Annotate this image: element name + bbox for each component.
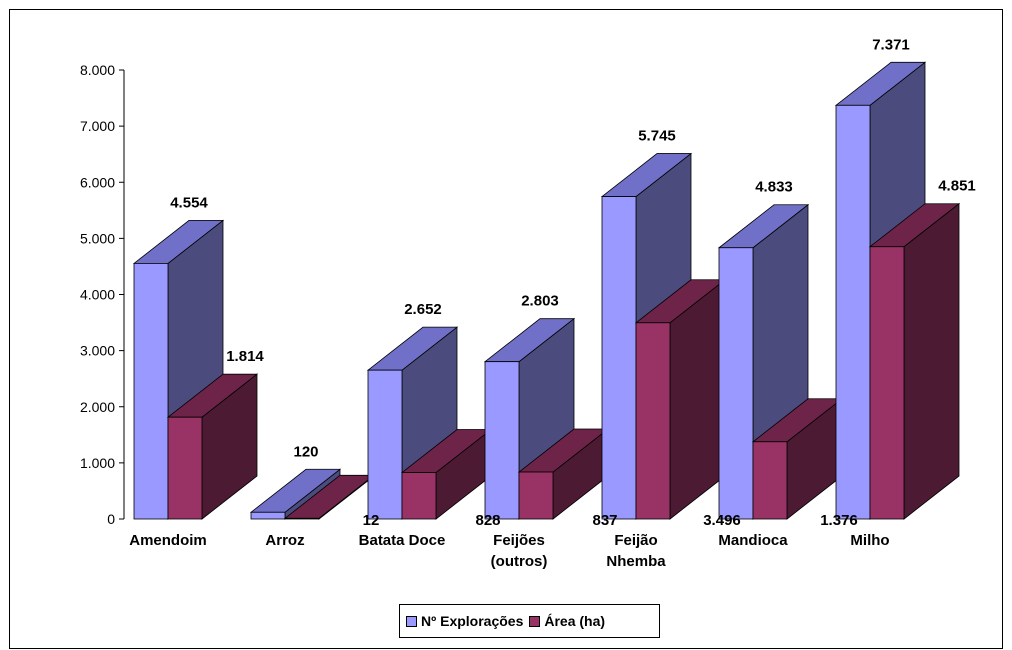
bar-area-6 [868,202,961,520]
bar-area-0-front [167,416,203,520]
bar-area-6-front [869,246,905,520]
legend: Nº Explorações Área (ha) [399,604,660,638]
bar-explorations-6-front [835,104,871,520]
bar-area-6-side [903,202,960,520]
x-tick-label: Feijão Nhemba [606,532,666,570]
data-label-area: 3.496 [703,512,741,529]
legend-label-area: Área (ha) [544,613,606,629]
legend-item-explorations: Nº Explorações [406,613,523,629]
bar-area-0 [166,373,259,520]
bar-explorations-0-front [133,263,169,520]
x-tick-label: Milho [850,532,889,549]
bar-area-1-front [284,517,320,520]
y-tick-label: 5.000 [80,230,115,246]
bar-explorations-2-front [367,369,403,520]
bar-explorations-4-front [601,196,637,520]
legend-item-area: Área (ha) [529,613,605,629]
bar-area-2-front [401,472,437,520]
data-label-area: 12 [363,512,380,529]
data-label-area: 1.376 [820,512,858,529]
legend-label-explorations: Nº Explorações [421,613,524,629]
x-tick-label: Arroz [265,532,304,549]
x-tick-label: Amendoim [129,532,207,549]
bar-area-5 [751,397,844,520]
data-label-explorations: 120 [293,443,318,460]
y-tick-label: 6.000 [80,174,115,190]
data-labels: 4.554 1.814 120 12 2.652 828 2.803 837 5.745 3.49… [170,36,976,529]
bar-area-3 [517,428,610,520]
data-label-area: 837 [592,512,617,529]
data-label-explorations: 4.833 [755,179,793,196]
y-tick-label: 7.000 [80,118,115,134]
bar-explorations-3-front [484,361,520,520]
bar-area-4 [634,278,727,520]
data-label-explorations: 4.554 [170,194,208,211]
x-axis-labels: Amendoim Arroz Batata Doce Feijões (outros) F… [129,532,889,570]
data-label-explorations: 5.745 [638,128,676,145]
data-label-explorations: 7.371 [872,36,910,53]
y-tick-label: 3.000 [80,343,115,359]
x-tick-label: Batata Doce [359,532,446,549]
x-tick-label: Mandioca [718,532,788,549]
data-label-explorations: 2.803 [521,293,559,310]
y-tick-label: 1.000 [80,455,115,471]
bar-area-2 [400,428,493,520]
bar-area-5-front [752,441,788,520]
y-tick-label: 8.000 [80,62,115,78]
y-tick-label: 2.000 [80,399,115,415]
bars [132,61,961,520]
data-label-area: 1.814 [226,348,264,365]
bar-explorations-5-front [718,247,754,520]
bar-area-4-front [635,322,671,520]
y-axis: 0 1.000 2.000 3.000 4.000 5.000 6.000 7.000 8.00… [80,62,125,527]
y-tick-label: 0 [107,511,115,527]
bar-chart-3d: 0 1.000 2.000 3.000 4.000 5.000 6.000 7.000 8.00… [80,36,976,570]
bar-area-3-front [518,471,554,520]
bar-explorations-1-front [250,511,286,520]
chart-frame: 0 1.000 2.000 3.000 4.000 5.000 6.000 7.000 8.00… [9,9,1003,649]
y-tick-label: 4.000 [80,287,115,303]
x-tick-label: Feijões (outros) [491,532,548,570]
data-label-area: 828 [475,512,500,529]
data-label-explorations: 2.652 [404,301,442,318]
data-label-area: 4.851 [938,178,976,195]
